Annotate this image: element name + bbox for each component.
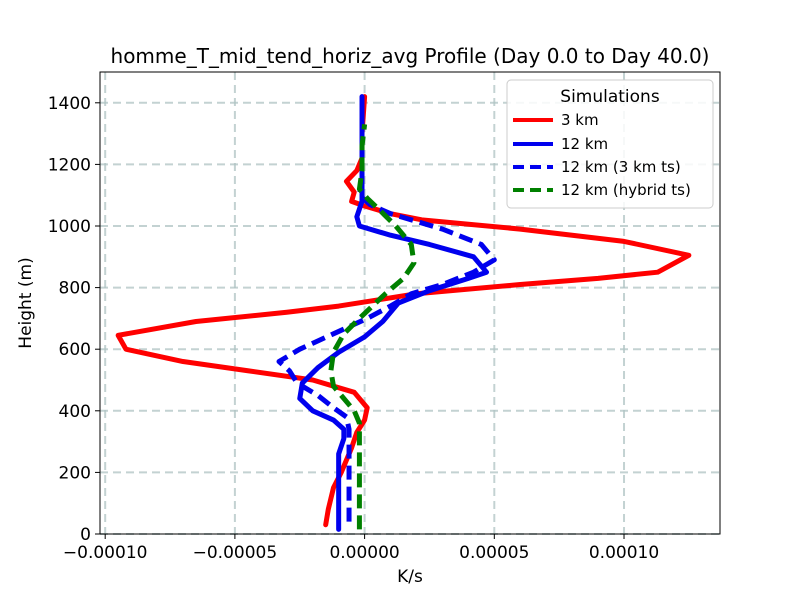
y-tick-label: 400	[59, 402, 91, 422]
series-line-12-km-3-km-ts	[276, 118, 497, 522]
series-line-12-km-hybrid-ts	[328, 124, 417, 530]
x-tick-label: 0.00000	[329, 543, 399, 563]
y-tick-label: 200	[59, 463, 91, 483]
plot-frame	[99, 71, 721, 535]
legend-label-12km-3km-ts: 12 km (3 km ts)	[561, 158, 681, 176]
x-axis-title: K/s	[397, 567, 423, 587]
series-lines	[115, 94, 692, 532]
legend-label-12km: 12 km	[561, 135, 608, 153]
y-tick-label: 800	[59, 279, 91, 299]
x-tick-label: 0.00005	[459, 543, 529, 563]
y-axis-title: Height (m)	[16, 257, 36, 348]
grid	[100, 72, 720, 535]
x-tick-label: −0.00010	[63, 543, 148, 563]
y-tick-label: 1200	[48, 155, 91, 175]
y-tick-label: 1000	[48, 217, 91, 237]
legend-label-3km: 3 km	[561, 111, 599, 129]
legend: Simulations 3 km 12 km 12 km (3 km ts) 1…	[506, 79, 714, 209]
legend-label-12km-hybrid-ts: 12 km (hybrid ts)	[561, 181, 691, 199]
legend-box	[506, 79, 714, 209]
legend-title: Simulations	[560, 87, 660, 107]
y-tick-label: 1400	[48, 94, 91, 114]
chart-title: homme_T_mid_tend_horiz_avg Profile (Day …	[111, 44, 710, 68]
y-tick-label: 0	[80, 525, 91, 545]
y-tick-label: 600	[59, 340, 91, 360]
x-tick-label: 0.00010	[589, 543, 659, 563]
x-tick-label: −0.00005	[193, 543, 278, 563]
axis-ticks: −0.00010 −0.00005 0.00000 0.00005 0.00010 0 20…	[48, 94, 659, 563]
